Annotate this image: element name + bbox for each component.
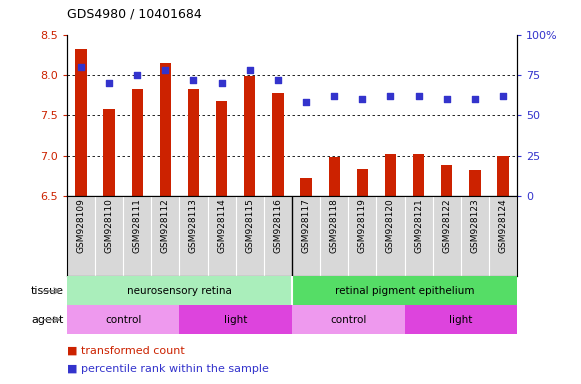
Point (245, 67, 254, 73)
Bar (413, 154, 424, 196)
Bar (67, 276, 292, 305)
Text: GSM928114: GSM928114 (217, 198, 226, 253)
Bar (216, 101, 227, 196)
Point (302, 99, 311, 105)
Text: GSM928110: GSM928110 (105, 198, 113, 253)
Text: ■ transformed count: ■ transformed count (67, 345, 185, 355)
Bar (497, 156, 508, 196)
Bar (469, 170, 480, 196)
Bar (357, 169, 368, 196)
Text: GSM928119: GSM928119 (358, 198, 367, 253)
Text: GSM928116: GSM928116 (274, 198, 282, 253)
Point (76, 64, 85, 70)
Text: ■ percentile rank within the sample: ■ percentile rank within the sample (67, 364, 268, 374)
Bar (76, 49, 87, 196)
Text: GSM928122: GSM928122 (442, 198, 451, 253)
Bar (244, 76, 256, 196)
Text: GSM928111: GSM928111 (132, 198, 142, 253)
Text: GSM928120: GSM928120 (386, 198, 395, 253)
Bar (188, 89, 199, 196)
Point (105, 80, 114, 86)
Text: GDS4980 / 10401684: GDS4980 / 10401684 (67, 8, 202, 21)
Bar (328, 157, 340, 196)
Text: agent: agent (31, 314, 64, 325)
Text: GSM928117: GSM928117 (302, 198, 310, 253)
Text: GSM928112: GSM928112 (161, 198, 170, 253)
Text: GSM928121: GSM928121 (414, 198, 423, 253)
Point (386, 93, 395, 99)
Bar (131, 89, 143, 196)
Text: retinal pigment epithelium: retinal pigment epithelium (335, 286, 474, 296)
Bar (67, 305, 180, 334)
Text: GSM928113: GSM928113 (189, 198, 198, 253)
Bar (292, 305, 404, 334)
Point (161, 67, 170, 73)
Point (442, 96, 451, 102)
Point (329, 93, 339, 99)
Point (358, 96, 367, 102)
Bar (441, 165, 453, 196)
Text: GSM928123: GSM928123 (471, 198, 479, 253)
Text: control: control (105, 314, 141, 325)
Point (498, 93, 508, 99)
Text: light: light (449, 314, 472, 325)
Bar (180, 305, 292, 334)
Point (273, 77, 282, 83)
Bar (292, 276, 517, 305)
Text: control: control (330, 314, 367, 325)
Text: GSM928124: GSM928124 (498, 198, 508, 253)
Text: neurosensory retina: neurosensory retina (127, 286, 232, 296)
Text: light: light (224, 314, 248, 325)
Bar (160, 63, 171, 196)
Bar (385, 154, 396, 196)
Text: GSM928115: GSM928115 (245, 198, 254, 253)
Text: tissue: tissue (31, 286, 64, 296)
Bar (103, 109, 114, 196)
Point (217, 80, 226, 86)
Text: GSM928118: GSM928118 (329, 198, 339, 253)
Bar (272, 93, 284, 196)
Point (470, 96, 479, 102)
Point (414, 93, 423, 99)
Bar (404, 305, 517, 334)
Text: GSM928109: GSM928109 (76, 198, 85, 253)
Point (189, 77, 198, 83)
Bar (300, 178, 311, 196)
Point (132, 72, 142, 78)
